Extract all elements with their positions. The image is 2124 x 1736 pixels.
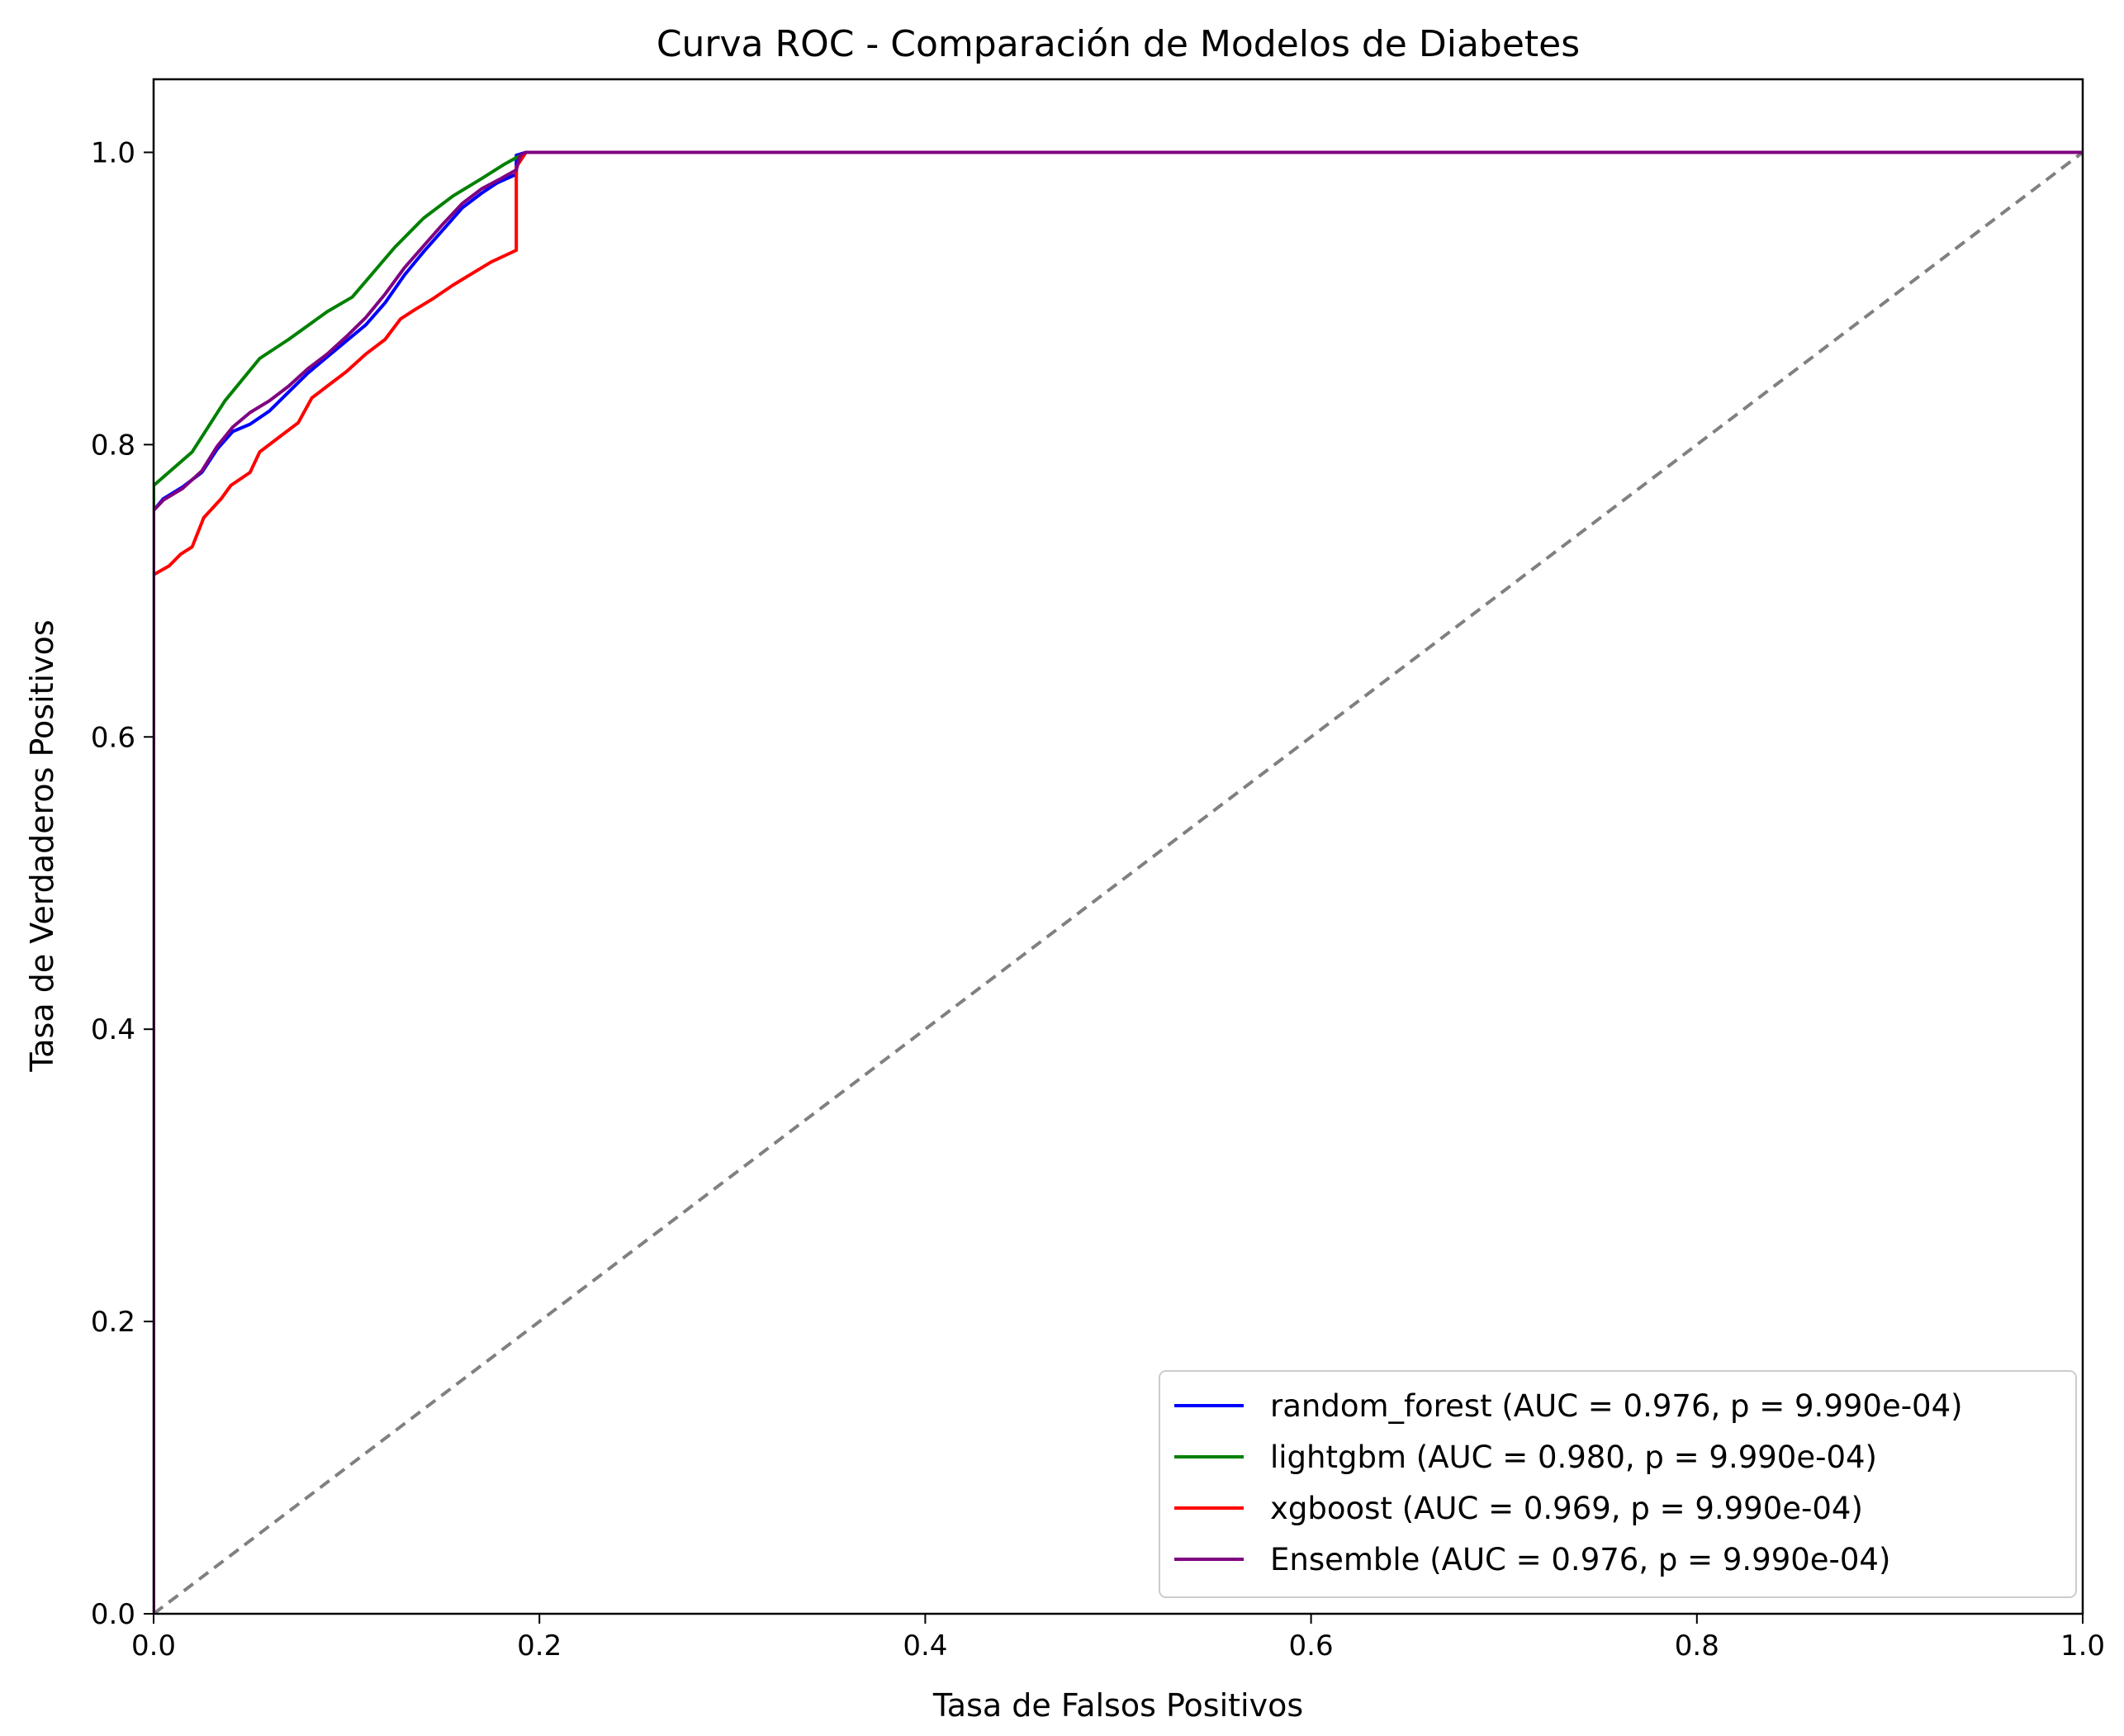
x-tick-label: 0.0: [131, 1629, 176, 1662]
x-axis-label: Tasa de Falsos Positivos: [932, 1687, 1303, 1724]
y-tick-label: 1.0: [91, 136, 135, 169]
legend-box: [1159, 1370, 2077, 1598]
y-axis-label: Tasa de Verdaderos Positivos: [24, 619, 60, 1072]
series-line-1: [154, 150, 2083, 1614]
x-tick-label: 1.0: [2060, 1629, 2105, 1662]
x-tick-label: 0.4: [903, 1629, 947, 1662]
y-tick-label: 0.2: [91, 1306, 135, 1339]
legend-entry-label: random_forest (AUC = 0.976, p = 9.990e-0…: [1270, 1388, 1963, 1424]
y-tick-label: 0.8: [91, 429, 135, 462]
y-tick-label: 0.0: [91, 1598, 135, 1631]
series-line-3: [154, 150, 2083, 1614]
legend-entry-label: xgboost (AUC = 0.969, p = 9.990e-04): [1270, 1491, 1863, 1526]
chart-title: Curva ROC - Comparación de Modelos de Di…: [657, 23, 1580, 65]
series-line-2: [154, 150, 2083, 1614]
legend-entry-label: lightgbm (AUC = 0.980, p = 9.990e-04): [1270, 1440, 1877, 1475]
plot-series: [154, 150, 2083, 1614]
x-tick-label: 0.2: [517, 1629, 562, 1662]
y-tick-label: 0.6: [91, 721, 135, 754]
plot-frame: [152, 78, 2084, 1615]
y-tick-label: 0.4: [91, 1013, 135, 1046]
chance-diagonal-line: [154, 150, 2083, 1614]
legend: random_forest (AUC = 0.976, p = 9.990e-0…: [1159, 1370, 2077, 1598]
x-tick-label: 0.6: [1289, 1629, 1334, 1662]
legend-entry-label: Ensemble (AUC = 0.976, p = 9.990e-04): [1270, 1542, 1890, 1577]
axis-ticks: 0.0 0.2 0.4 0.6 0.8 1.0 0.0 0.2 0.4 0.6 0.8 1.0: [91, 136, 2105, 1662]
x-tick-label: 0.8: [1675, 1629, 1719, 1662]
